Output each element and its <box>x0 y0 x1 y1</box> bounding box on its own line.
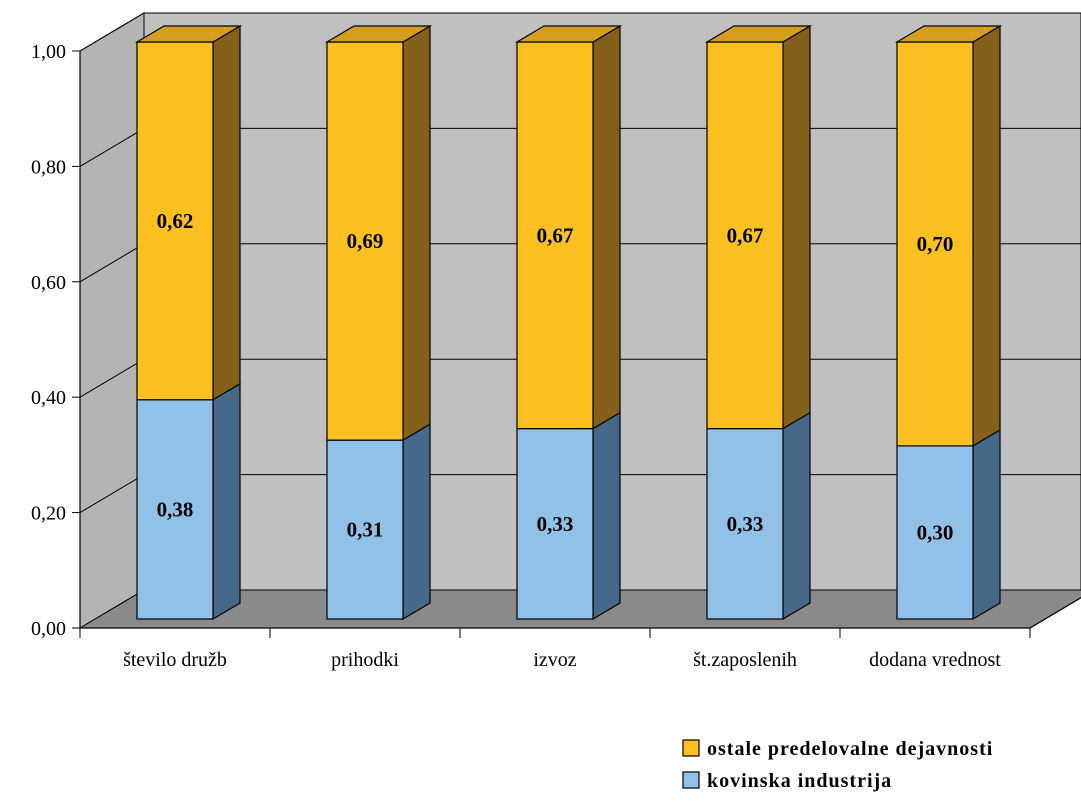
bar <box>706 41 784 430</box>
y-tick-label: 0,00 <box>31 618 66 640</box>
x-tick-label: izvoz <box>533 649 576 671</box>
y-tick-label: 0,40 <box>31 387 66 409</box>
gridline-side <box>79 474 145 514</box>
bar-side <box>402 423 431 621</box>
legend-swatch <box>682 739 700 757</box>
bar <box>136 41 214 401</box>
bar <box>896 445 974 620</box>
x-tick-label: število družb <box>123 649 227 671</box>
data-label: 0,67 <box>537 223 574 247</box>
x-tick-label: št.zaposlenih <box>693 649 797 671</box>
gridline-side <box>79 127 145 167</box>
legend-swatch <box>682 771 700 789</box>
bar <box>326 41 404 441</box>
bar-side <box>402 24 431 442</box>
floor-edge <box>1029 597 1081 629</box>
bar-top <box>894 25 1003 43</box>
y-tick-label: 0,20 <box>31 503 66 525</box>
gridline-side <box>79 12 145 52</box>
bar-top <box>134 25 243 43</box>
bar <box>136 399 214 620</box>
gridline-side <box>79 358 145 398</box>
legend-label: kovinska industrija <box>707 770 892 792</box>
bar-side <box>212 382 241 621</box>
data-label: 0,69 <box>347 229 384 253</box>
data-label: 0,33 <box>537 512 574 536</box>
bar <box>516 41 594 430</box>
bar-side <box>592 411 621 621</box>
bar-side <box>972 24 1001 447</box>
bar-side <box>782 411 811 621</box>
bar-side <box>782 24 811 430</box>
side-wall <box>79 12 145 629</box>
bars: 0,38 0,62 0,31 0,69 0,33 0,67 0,33 0,67 0,30 0,70 <box>134 24 1003 621</box>
axes: 0,00 0,20 0,40 0,60 0,80 1,00 število družb pri… <box>31 41 1081 671</box>
x-tick-label: dodana vrednost <box>869 649 1001 671</box>
x-tick-label: prihodki <box>331 649 399 671</box>
bar <box>516 427 594 620</box>
data-label: 0,62 <box>157 209 194 233</box>
y-tick-label: 1,00 <box>31 41 66 63</box>
bar-side <box>972 428 1001 621</box>
data-label: 0,38 <box>157 497 194 521</box>
bar-top <box>704 25 813 43</box>
bar-top <box>514 25 623 43</box>
bar <box>896 41 974 447</box>
data-label: 0,30 <box>917 520 954 544</box>
data-label: 0,67 <box>727 223 764 247</box>
bar-top <box>324 25 433 43</box>
gridline-side <box>79 243 145 283</box>
data-label: 0,70 <box>917 232 954 256</box>
data-label: 0,31 <box>347 518 384 542</box>
bar <box>326 439 404 620</box>
bar-side <box>212 24 241 401</box>
legend-label: ostale predelovalne dejavnosti <box>707 738 993 760</box>
y-tick-label: 0,80 <box>31 156 66 178</box>
y-tick-label: 0,60 <box>31 272 66 294</box>
legend: ostale predelovalne dejavnosti kovinska i… <box>682 738 993 792</box>
bar <box>706 427 784 620</box>
bar-side <box>592 24 621 430</box>
data-label: 0,33 <box>727 512 764 536</box>
